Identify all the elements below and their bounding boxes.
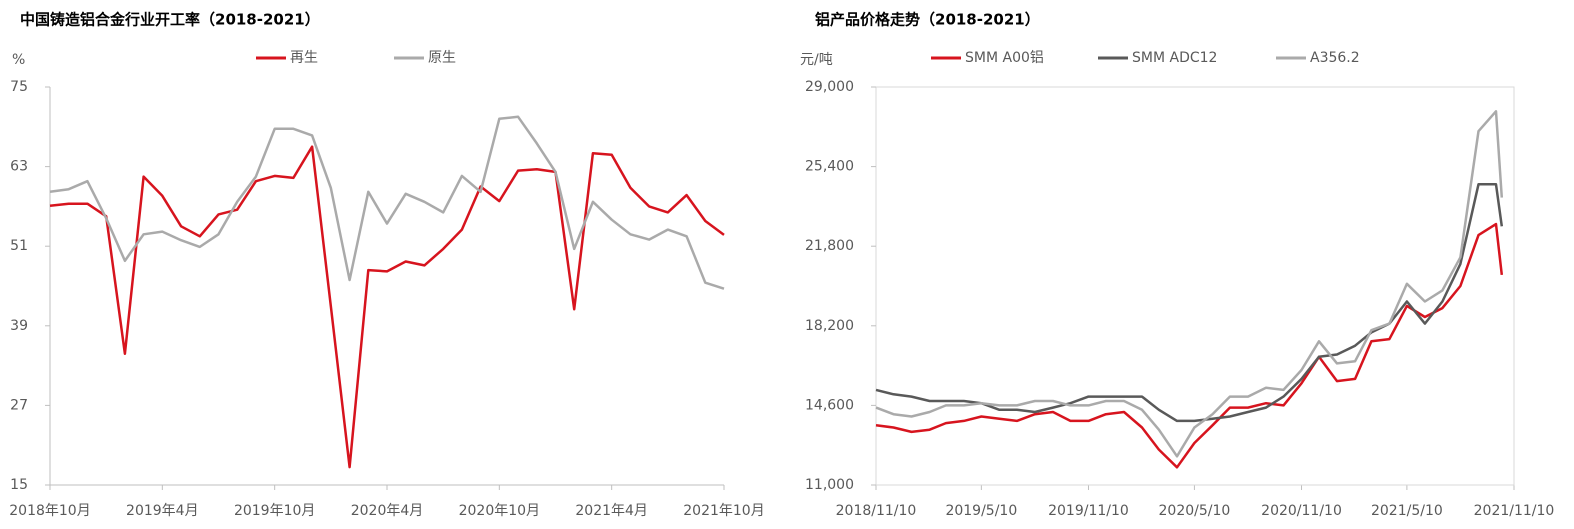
y-tick-label: 63 <box>10 159 28 175</box>
y-tick-label: 51 <box>10 238 28 254</box>
y-axis-unit: % <box>12 52 25 68</box>
x-tick-label: 2018/11/10 <box>836 503 917 519</box>
plot-frame <box>875 86 1515 486</box>
x-tick-label: 2020/5/10 <box>1159 503 1231 519</box>
y-tick-label: 39 <box>10 318 28 334</box>
x-tick-label: 2021年4月 <box>575 503 648 519</box>
y-tick-label: 11,000 <box>805 477 854 493</box>
x-tick-label: 2018年10月 <box>9 503 90 519</box>
x-tick-label: 2019/5/10 <box>945 503 1017 519</box>
y-tick-label: 21,800 <box>805 238 854 254</box>
legend-label: 再生 <box>290 50 318 66</box>
x-tick-label: 2019/11/10 <box>1048 503 1129 519</box>
y-tick-label: 75 <box>10 79 28 95</box>
series-line <box>49 115 725 290</box>
chart-title: 中国铸造铝合金行业开工率（2018-2021） <box>20 11 320 29</box>
y-tick-label: 27 <box>10 397 28 413</box>
series-line <box>875 183 1504 423</box>
x-tick-label: 2019年10月 <box>234 503 315 519</box>
y-tick-label: 25,400 <box>805 159 854 175</box>
x-tick-label: 2021/5/10 <box>1371 503 1443 519</box>
y-axis-unit: 元/吨 <box>800 52 833 68</box>
legend-label: A356.2 <box>1310 50 1360 66</box>
x-tick-label: 2020年10月 <box>459 503 540 519</box>
x-tick-label: 2021/11/10 <box>1474 503 1555 519</box>
series-line <box>875 222 1504 469</box>
y-tick-label: 18,200 <box>805 318 854 334</box>
x-tick-label: 2020年4月 <box>351 503 424 519</box>
y-tick-label: 14,600 <box>805 397 854 413</box>
legend-label: SMM ADC12 <box>1132 50 1217 66</box>
legend-label: SMM A00铝 <box>965 50 1044 66</box>
x-tick-label: 2020/11/10 <box>1261 503 1342 519</box>
chart-title: 铝产品价格走势（2018-2021） <box>815 11 1040 29</box>
legend-label: 原生 <box>428 50 456 66</box>
x-tick-label: 2021年10月 <box>683 503 764 519</box>
x-tick-label: 2019年4月 <box>126 503 199 519</box>
y-tick-label: 15 <box>10 477 28 493</box>
series-line <box>875 110 1504 458</box>
y-tick-label: 29,000 <box>805 79 854 95</box>
series-line <box>49 145 725 469</box>
